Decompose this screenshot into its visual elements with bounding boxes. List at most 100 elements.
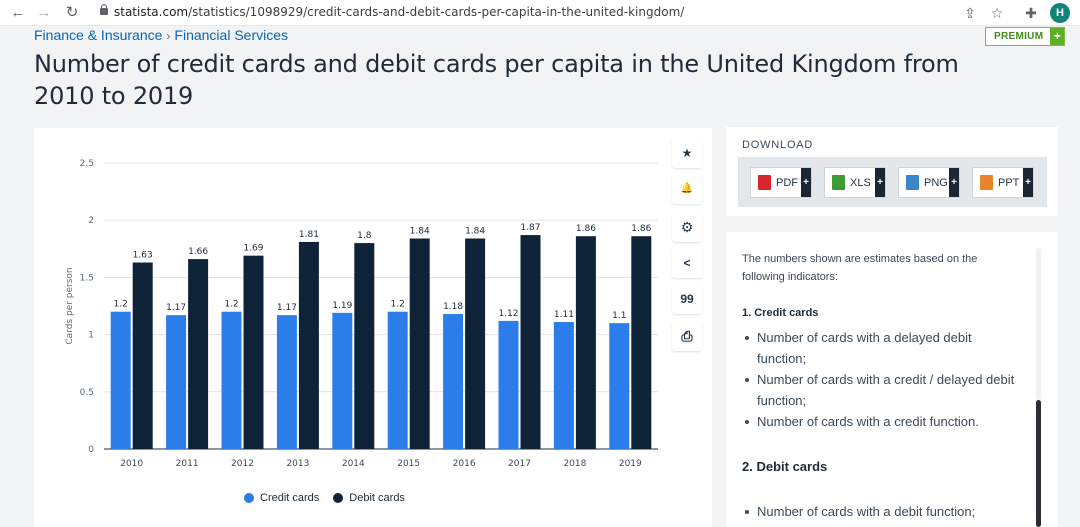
info-scrollbar-thumb[interactable] <box>1036 400 1041 527</box>
debit-cards-bar <box>188 259 209 449</box>
legend-label-credit-cards: Credit cards <box>260 492 320 504</box>
data-label: 1.81 <box>299 230 319 240</box>
info-section-credit-cards-title: 1. Credit cards <box>742 307 819 319</box>
debit-cards-bar <box>465 238 486 449</box>
download-buttons: PDF + XLS + PNG + PPT + <box>738 157 1047 207</box>
data-label: 1.63 <box>133 251 153 261</box>
pdf-file-icon <box>758 175 771 190</box>
list-item: Number of cards with a credit / delayed … <box>742 370 1024 411</box>
profile-avatar[interactable]: H <box>1050 3 1070 23</box>
star-icon[interactable]: ★ <box>672 138 702 168</box>
data-label: 1.84 <box>465 227 485 237</box>
data-label: 1.2 <box>114 300 128 310</box>
download-png-label: PNG <box>924 176 948 189</box>
x-tick-label: 2012 <box>231 459 254 469</box>
download-png-button[interactable]: PNG + <box>898 167 960 198</box>
breadcrumb-item-financial-services[interactable]: Financial Services <box>174 27 289 43</box>
credit-cards-bar <box>609 323 630 449</box>
data-label: 1.8 <box>357 231 372 241</box>
breadcrumb-separator: › <box>166 29 171 43</box>
indicators-info-panel: The numbers shown are estimates based on… <box>726 232 1058 527</box>
download-ppt-plus-icon: + <box>1023 168 1033 197</box>
credit-cards-bar <box>332 312 353 449</box>
x-tick-label: 2010 <box>120 459 143 469</box>
credit-cards-bar <box>553 322 574 449</box>
download-pdf-label: PDF <box>776 176 798 189</box>
premium-badge[interactable]: PREMIUM + <box>985 27 1066 46</box>
data-label: 1.11 <box>554 310 574 320</box>
data-label: 1.69 <box>243 244 263 254</box>
debit-cards-bar <box>243 255 264 449</box>
x-tick-label: 2013 <box>286 459 309 469</box>
debit-cards-bar <box>575 236 596 449</box>
legend-dot-debit-cards <box>333 493 344 503</box>
lock-icon <box>100 4 108 15</box>
legend-item-debit-cards[interactable]: Debit cards <box>333 492 405 504</box>
x-tick-label: 2018 <box>563 459 586 469</box>
print-icon[interactable]: ⎙ <box>672 321 702 351</box>
png-file-icon <box>906 175 919 190</box>
info-scrollbar-track[interactable] <box>1036 248 1041 400</box>
data-label: 1.84 <box>410 227 430 237</box>
forward-arrow-icon[interactable]: → <box>36 4 52 21</box>
list-item: Number of cards with a debit function; <box>742 502 1024 522</box>
y-axis-label: Cards per person <box>65 267 75 344</box>
info-intro: The numbers shown are estimates based on… <box>742 253 978 283</box>
download-ppt-button[interactable]: PPT + <box>972 167 1034 198</box>
download-xls-button[interactable]: XLS + <box>824 167 886 198</box>
legend-item-credit-cards[interactable]: Credit cards <box>244 492 319 504</box>
extensions-puzzle-icon[interactable]: ✚ <box>1025 5 1037 21</box>
y-tick-label: 2 <box>88 216 94 226</box>
data-label: 1.86 <box>631 224 651 234</box>
y-tick-label: 1 <box>88 331 94 341</box>
credit-cards-bar <box>221 311 242 449</box>
url-text: statista.com/statistics/1098929/credit-c… <box>114 5 684 19</box>
ppt-file-icon <box>980 175 993 190</box>
credit-cards-bar <box>166 315 187 449</box>
x-tick-label: 2011 <box>176 459 199 469</box>
legend-dot-credit-cards <box>244 493 254 503</box>
info-section-credit-cards-list: Number of cards with a delayed debit fun… <box>742 328 1024 434</box>
download-title: DOWNLOAD <box>742 139 814 151</box>
y-tick-label: 1.5 <box>80 273 94 283</box>
breadcrumb-item-finance-insurance[interactable]: Finance & Insurance <box>34 27 163 43</box>
breadcrumb: Finance & Insurance › Financial Services <box>34 27 288 43</box>
xls-file-icon <box>832 175 845 190</box>
debit-cards-bar <box>132 262 153 449</box>
download-pdf-button[interactable]: PDF + <box>750 167 812 198</box>
bookmark-star-icon[interactable]: ☆ <box>990 5 1004 21</box>
x-tick-label: 2016 <box>453 459 476 469</box>
credit-cards-bar <box>276 315 297 449</box>
credit-cards-bar <box>443 314 464 449</box>
data-label: 1.86 <box>576 224 596 234</box>
x-tick-label: 2014 <box>342 459 365 469</box>
download-xls-label: XLS <box>850 176 871 189</box>
y-tick-label: 0.5 <box>80 388 94 398</box>
reload-icon[interactable]: ↻ <box>65 4 79 21</box>
data-label: 1.87 <box>520 223 540 233</box>
list-item: Number of cards with a delayed debit fun… <box>742 328 1024 369</box>
y-tick-label: 2.5 <box>80 159 94 169</box>
list-item: Number of cards with a credit function. <box>742 412 1024 433</box>
download-png-plus-icon: + <box>949 168 959 197</box>
back-arrow-icon[interactable]: ← <box>10 4 26 21</box>
quote-icon[interactable]: 99 <box>672 284 702 314</box>
url-host: statista.com <box>114 5 189 19</box>
bell-icon[interactable]: 🔔 <box>672 174 702 204</box>
gear-icon[interactable]: ⚙ <box>672 212 702 242</box>
debit-cards-bar <box>520 235 541 449</box>
data-label: 1.66 <box>188 247 208 257</box>
debit-cards-bar <box>409 238 430 449</box>
page-title: Number of credit cards and debit cards p… <box>34 50 959 110</box>
credit-cards-bar <box>110 311 131 449</box>
info-section-debit-cards-list: Number of cards with a debit function; <box>742 502 1024 522</box>
data-label: 1.19 <box>332 301 352 311</box>
address-bar[interactable]: statista.com/statistics/1098929/credit-c… <box>94 2 1014 24</box>
bar-chart: 0 0.5 1 1.5 2 2.5 Cards per person 1.2 1.63 2010 1… <box>65 159 658 469</box>
share-page-icon[interactable]: ⇪ <box>964 5 976 21</box>
data-label: 1.2 <box>224 300 238 310</box>
download-xls-plus-icon: + <box>875 168 885 197</box>
share-icon[interactable]: < <box>672 248 702 278</box>
x-tick-label: 2015 <box>397 459 420 469</box>
debit-cards-bar <box>631 236 652 449</box>
